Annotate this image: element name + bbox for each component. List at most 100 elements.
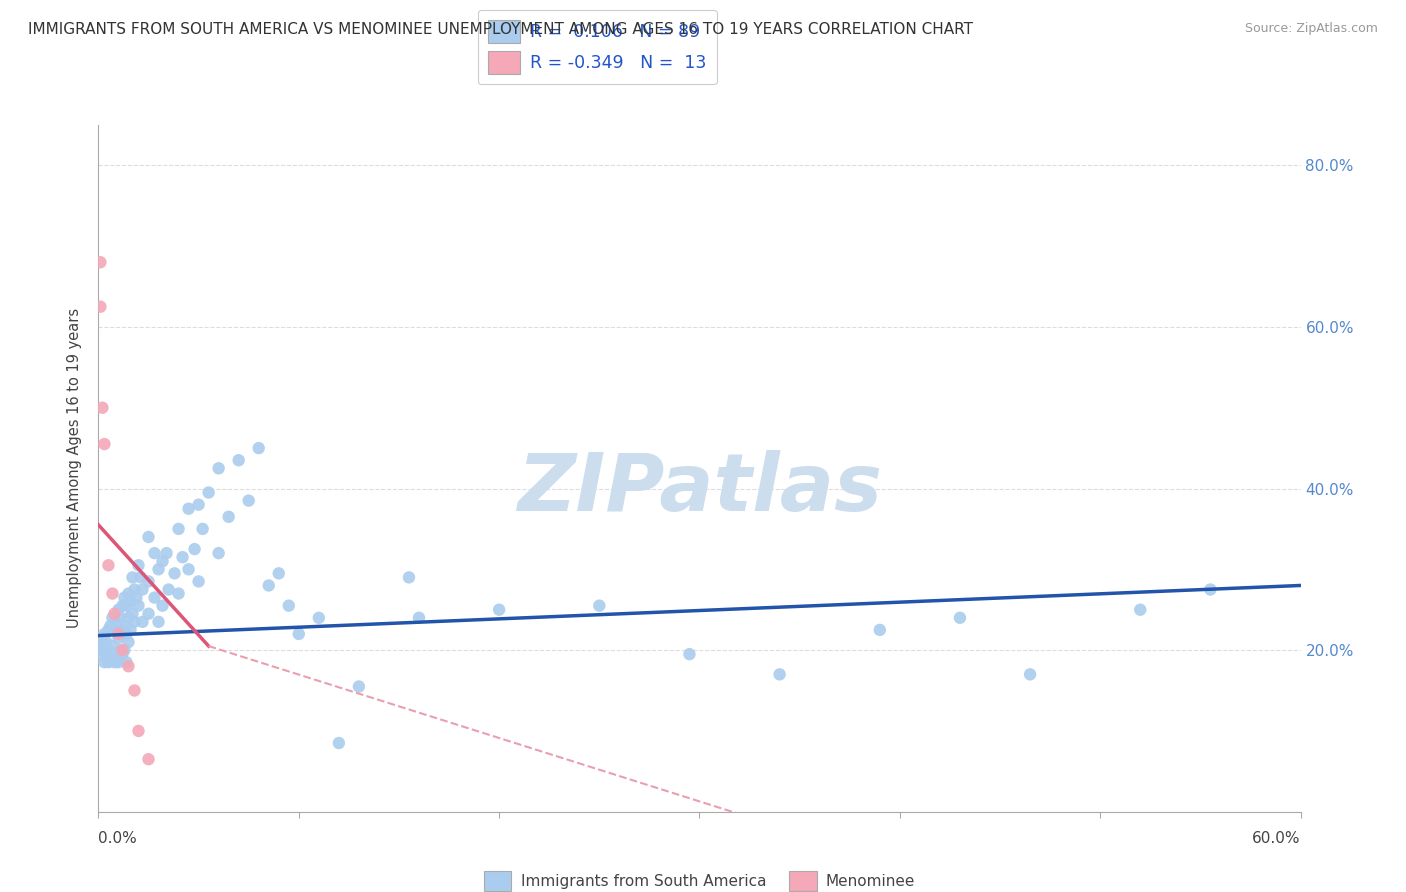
- Point: [101, 586, 124, 600]
- Point: [101, 639, 124, 653]
- Point: [228, 453, 250, 467]
- Point: [115, 599, 138, 613]
- Point: [128, 723, 150, 738]
- Point: [138, 530, 160, 544]
- Point: [89, 255, 111, 269]
- Point: [143, 546, 166, 560]
- Point: [107, 655, 129, 669]
- Point: [110, 611, 132, 625]
- Point: [167, 522, 190, 536]
- Point: [1199, 582, 1222, 597]
- Point: [347, 680, 370, 694]
- Point: [128, 599, 150, 613]
- Point: [117, 611, 139, 625]
- Point: [148, 615, 170, 629]
- Point: [117, 586, 139, 600]
- Point: [167, 586, 190, 600]
- Point: [121, 570, 143, 584]
- Point: [97, 655, 120, 669]
- Point: [257, 578, 280, 592]
- Point: [869, 623, 891, 637]
- Point: [288, 627, 311, 641]
- Point: [588, 599, 610, 613]
- Point: [89, 639, 111, 653]
- Point: [328, 736, 350, 750]
- Point: [124, 615, 146, 629]
- Point: [488, 603, 510, 617]
- Point: [111, 599, 134, 613]
- Legend: Immigrants from South America, Menominee: Immigrants from South America, Menominee: [478, 865, 921, 892]
- Point: [267, 566, 290, 581]
- Point: [120, 594, 142, 608]
- Point: [114, 619, 136, 633]
- Point: [100, 619, 122, 633]
- Text: 0.0%: 0.0%: [98, 831, 138, 846]
- Point: [949, 611, 972, 625]
- Point: [100, 647, 122, 661]
- Point: [114, 643, 136, 657]
- Point: [187, 498, 209, 512]
- Point: [125, 591, 148, 605]
- Point: [398, 570, 420, 584]
- Point: [124, 582, 146, 597]
- Point: [238, 493, 260, 508]
- Point: [308, 611, 330, 625]
- Point: [277, 599, 299, 613]
- Point: [110, 643, 132, 657]
- Point: [131, 615, 153, 629]
- Point: [115, 655, 138, 669]
- Point: [208, 546, 231, 560]
- Point: [114, 591, 136, 605]
- Point: [138, 574, 160, 589]
- Point: [678, 647, 700, 661]
- Point: [91, 631, 114, 645]
- Text: 60.0%: 60.0%: [1253, 831, 1301, 846]
- Point: [218, 509, 240, 524]
- Point: [769, 667, 792, 681]
- Point: [157, 582, 180, 597]
- Point: [155, 546, 177, 560]
- Point: [103, 655, 125, 669]
- Point: [93, 655, 115, 669]
- Text: Source: ZipAtlas.com: Source: ZipAtlas.com: [1244, 22, 1378, 36]
- Point: [129, 570, 152, 584]
- Point: [177, 562, 200, 576]
- Point: [97, 623, 120, 637]
- Point: [128, 558, 150, 573]
- Point: [103, 607, 125, 621]
- Point: [121, 607, 143, 621]
- Point: [138, 752, 160, 766]
- Point: [91, 643, 114, 657]
- Point: [1129, 603, 1152, 617]
- Point: [124, 683, 146, 698]
- Point: [89, 300, 111, 314]
- Point: [105, 647, 128, 661]
- Text: IMMIGRANTS FROM SOUTH AMERICA VS MENOMINEE UNEMPLOYMENT AMONG AGES 16 TO 19 YEAR: IMMIGRANTS FROM SOUTH AMERICA VS MENOMIN…: [28, 22, 973, 37]
- Point: [191, 522, 214, 536]
- Point: [96, 647, 118, 661]
- Point: [101, 611, 124, 625]
- Point: [111, 647, 134, 661]
- Point: [131, 582, 153, 597]
- Point: [152, 554, 174, 568]
- Point: [107, 627, 129, 641]
- Point: [177, 501, 200, 516]
- Point: [115, 627, 138, 641]
- Point: [197, 485, 219, 500]
- Point: [105, 615, 128, 629]
- Point: [97, 643, 120, 657]
- Point: [111, 623, 134, 637]
- Point: [103, 623, 125, 637]
- Point: [172, 550, 194, 565]
- Point: [208, 461, 231, 475]
- Point: [138, 607, 160, 621]
- Point: [183, 542, 205, 557]
- Y-axis label: Unemployment Among Ages 16 to 19 years: Unemployment Among Ages 16 to 19 years: [67, 309, 83, 628]
- Point: [163, 566, 186, 581]
- Point: [117, 635, 139, 649]
- Point: [408, 611, 430, 625]
- Point: [97, 558, 120, 573]
- Point: [107, 631, 129, 645]
- Point: [152, 599, 174, 613]
- Point: [148, 562, 170, 576]
